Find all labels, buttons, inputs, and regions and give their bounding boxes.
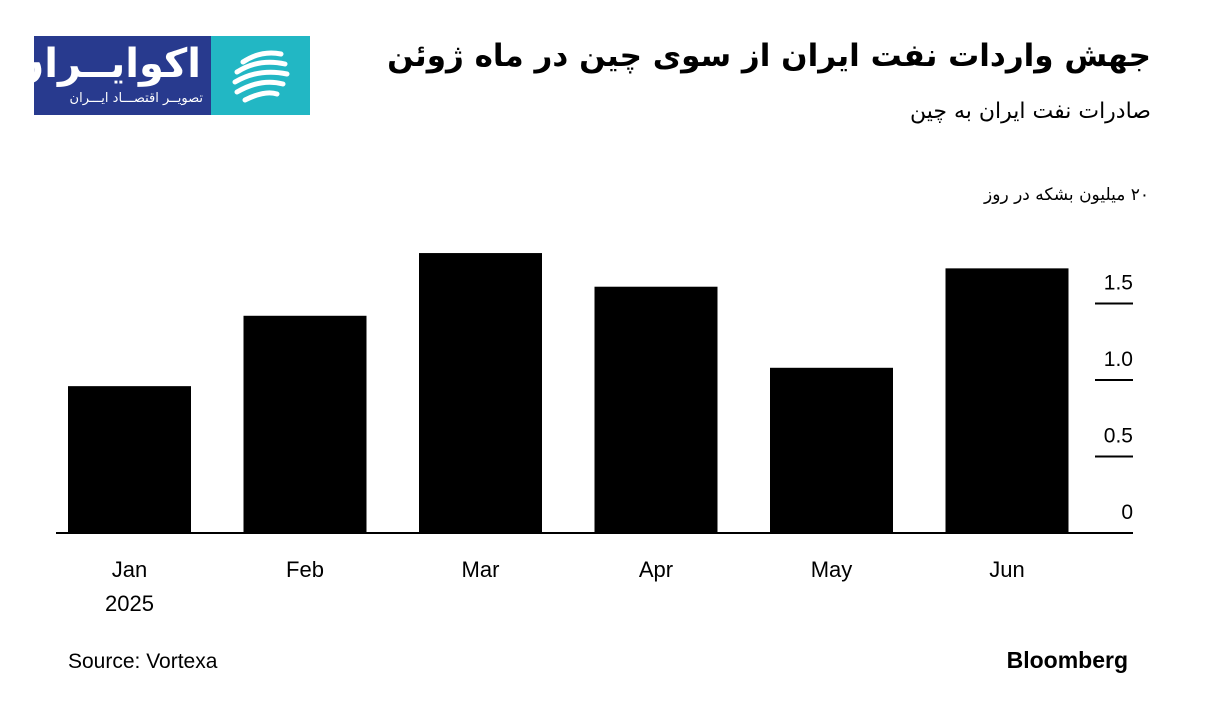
logo-wordmark: اکوایــران تصویــر اقتصـــاد ایـــران <box>10 36 211 115</box>
x-tick-label: Jan <box>112 557 147 582</box>
logo-tagline: تصویــر اقتصـــاد ایـــران <box>69 91 203 106</box>
bar-may <box>770 367 893 533</box>
chart-subtitle: صادرات نفت ایران به چین <box>909 99 1151 124</box>
x-tick-label: May <box>811 557 853 582</box>
x-tick-label: Feb <box>286 557 324 582</box>
logo-mark-icon <box>211 36 310 115</box>
source-note: Source: Vortexa <box>68 650 218 673</box>
bar-jun <box>945 268 1069 533</box>
y-tick-label: 1.0 <box>1104 348 1133 371</box>
x-tick-label: Mar <box>462 557 500 582</box>
logo-name: اکوایــران <box>10 41 201 87</box>
x-tick-label: Jun <box>989 557 1024 582</box>
y-tick-label: 1.5 <box>1104 272 1133 295</box>
bar-jan <box>68 386 191 533</box>
bloomberg-logo: Bloomberg <box>1006 647 1128 673</box>
bar-mar <box>419 253 542 534</box>
y-axis-unit-label: ۲۰ میلیون بشکه در روز <box>984 185 1149 205</box>
y-tick-label: 0 <box>1121 501 1133 524</box>
x-tick-sublabel: 2025 <box>105 591 154 616</box>
chart-title: جهش واردات نفت ایران از سوی چین در ماه ژ… <box>387 38 1151 74</box>
logo: اکوایــران تصویــر اقتصـــاد ایـــران <box>10 36 310 115</box>
bar-feb <box>243 315 367 533</box>
bar-apr <box>594 286 718 533</box>
x-tick-label: Apr <box>639 557 673 582</box>
y-tick-label: 0.5 <box>1104 425 1133 448</box>
